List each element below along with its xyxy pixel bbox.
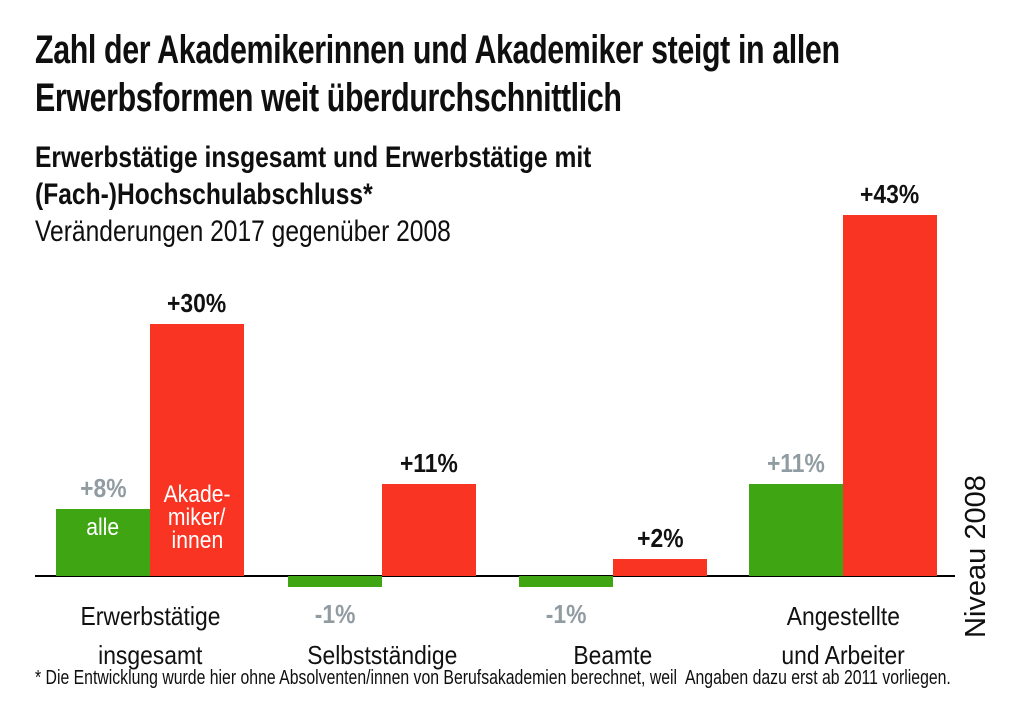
label-text: und Arbeiter bbox=[781, 640, 905, 670]
label-text: +8% bbox=[79, 473, 127, 503]
label-text: Erwerbstätige bbox=[80, 601, 220, 631]
value-label-red-group-1: +30% bbox=[120, 288, 274, 318]
value-label-green-group-2: -1% bbox=[258, 599, 412, 629]
label-text: +11% bbox=[400, 448, 458, 478]
subtitle-line-2: (Fach-)Hochschulabschluss* bbox=[35, 178, 373, 211]
bar-green-group-2 bbox=[288, 576, 382, 587]
label-text: +30% bbox=[167, 288, 227, 318]
bar-red-group-2 bbox=[382, 484, 476, 576]
value-label-green-group-4: +11% bbox=[719, 448, 873, 478]
label-line: Beamte bbox=[479, 636, 747, 675]
category-label-3: Beamte bbox=[479, 636, 747, 675]
label-text: miker/ bbox=[168, 504, 226, 531]
label-text: +11% bbox=[767, 448, 825, 478]
subtitle-line-1: Erwerbstätige insgesamt und Erwerbstätig… bbox=[35, 141, 592, 174]
bar-green-group-4 bbox=[749, 484, 843, 576]
page-title: Zahl der Akademikerinnen und Akademiker … bbox=[35, 26, 840, 122]
label-text: alle bbox=[86, 514, 120, 541]
label-line: alle bbox=[56, 514, 150, 541]
label-line: miker/ bbox=[150, 504, 244, 531]
category-label-4: Angestellte und Arbeiter bbox=[709, 597, 977, 675]
label-text: insgesamt bbox=[97, 640, 203, 670]
bar-red-group-3 bbox=[613, 559, 707, 576]
label-text: innen bbox=[171, 527, 223, 554]
subtitle-line-3: Veränderungen 2017 gegenüber 2008 bbox=[35, 215, 451, 248]
label-line: insgesamt bbox=[16, 636, 284, 675]
value-label-green-group-3: -1% bbox=[489, 599, 643, 629]
label-line: Angestellte bbox=[709, 597, 977, 636]
label-line: +11% bbox=[352, 448, 506, 478]
chart-subtitle: Erwerbstätige insgesamt und Erwerbstätig… bbox=[35, 139, 591, 250]
label-text: Selbstständige bbox=[306, 640, 458, 670]
label-line: Selbstständige bbox=[248, 636, 516, 675]
label-line: Akade- bbox=[150, 481, 244, 508]
label-text: +2% bbox=[636, 523, 684, 553]
label-text: Beamte bbox=[573, 640, 653, 670]
label-text: -1% bbox=[314, 599, 356, 629]
label-text: Akade- bbox=[163, 481, 231, 508]
bar-green-group-1 bbox=[56, 509, 150, 576]
label-line: +11% bbox=[719, 448, 873, 478]
label-text: +43% bbox=[860, 179, 920, 209]
label-text: Angestellte bbox=[786, 601, 900, 631]
label-line: +43% bbox=[813, 179, 967, 209]
label-line: -1% bbox=[258, 599, 412, 629]
label-line: und Arbeiter bbox=[709, 636, 977, 675]
value-label-green-group-1: +8% bbox=[26, 473, 180, 503]
label-line: Erwerbstätige bbox=[16, 597, 284, 636]
bar-inline-label-green: alle bbox=[56, 514, 150, 541]
category-label-2: Selbstständige bbox=[248, 636, 516, 675]
label-line: -1% bbox=[489, 599, 643, 629]
x-axis-line bbox=[35, 575, 955, 577]
value-label-red-group-3: +2% bbox=[583, 523, 737, 553]
label-line: +8% bbox=[26, 473, 180, 503]
footnote: * Die Entwicklung wurde hier ohne Absolv… bbox=[35, 667, 951, 689]
value-label-red-group-4: +43% bbox=[813, 179, 967, 209]
bar-inline-label-red: Akade-miker/innen bbox=[150, 481, 244, 554]
page-title-line-2: Erwerbsformen weit überdurchschnittlich bbox=[35, 76, 622, 120]
value-label-red-group-2: +11% bbox=[352, 448, 506, 478]
label-line: innen bbox=[150, 527, 244, 554]
category-label-1: Erwerbstätige insgesamt bbox=[16, 597, 284, 675]
label-line: +2% bbox=[583, 523, 737, 553]
label-text: -1% bbox=[545, 599, 587, 629]
bar-red-group-1 bbox=[150, 324, 244, 576]
page-title-line-1: Zahl der Akademikerinnen und Akademiker … bbox=[35, 28, 840, 72]
bar-red-group-4 bbox=[843, 215, 937, 576]
bar-green-group-3 bbox=[519, 576, 613, 587]
label-line: +30% bbox=[120, 288, 274, 318]
